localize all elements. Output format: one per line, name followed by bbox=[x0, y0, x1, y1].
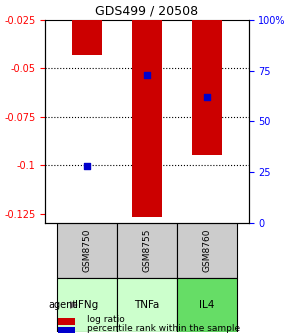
Bar bbox=[57, 223, 117, 278]
Text: IFNg: IFNg bbox=[75, 300, 99, 310]
Text: IL4: IL4 bbox=[199, 300, 214, 310]
Text: GSM8750: GSM8750 bbox=[83, 229, 92, 272]
Point bbox=[144, 72, 149, 77]
Text: GSM8755: GSM8755 bbox=[142, 229, 151, 272]
Bar bbox=[117, 223, 177, 278]
Bar bbox=[117, 278, 177, 332]
Bar bbox=[57, 278, 117, 332]
Bar bbox=[132, 0, 162, 217]
Point bbox=[85, 164, 89, 169]
Text: TNFa: TNFa bbox=[134, 300, 160, 310]
Bar bbox=[72, 0, 102, 55]
Bar bbox=[192, 0, 222, 156]
Bar bbox=[177, 278, 237, 332]
Text: percentile rank within the sample: percentile rank within the sample bbox=[87, 324, 240, 333]
Text: GSM8760: GSM8760 bbox=[202, 229, 211, 272]
Text: agent: agent bbox=[48, 300, 76, 310]
Bar bbox=[177, 223, 237, 278]
Point bbox=[204, 94, 209, 100]
Title: GDS499 / 20508: GDS499 / 20508 bbox=[95, 4, 198, 17]
Text: log ratio: log ratio bbox=[87, 315, 125, 324]
